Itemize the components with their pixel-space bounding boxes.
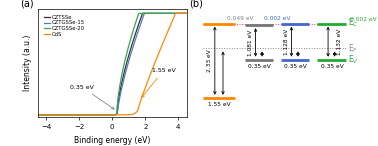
Text: E$_C$: E$_C$ [349,17,359,29]
CZTSSe [46,114,51,116]
Text: 1.55 eV: 1.55 eV [208,102,230,107]
Text: 1.55 eV: 1.55 eV [142,68,175,97]
Text: 1.081 eV: 1.081 eV [248,29,253,55]
CZTGSSe-15 [98,114,102,116]
CZTSSe [56,114,60,116]
Text: 0.35 eV: 0.35 eV [70,85,114,109]
CZTGSSe-15 [46,114,51,116]
CZTGSSe-20 [91,114,95,116]
CdS [98,114,102,116]
CdS [172,16,176,18]
Legend: CZTSSe, CZTGSSe-15, CZTGSSe-20, CdS: CZTSSe, CZTGSSe-15, CZTGSSe-20, CdS [42,12,87,39]
CZTSSe [140,13,145,14]
Text: 1.128 eV: 1.128 eV [284,29,289,55]
CZTGSSe-15 [192,13,197,14]
Text: (a): (a) [20,0,34,9]
CdS [192,13,197,14]
CZTSSe [98,114,102,116]
Line: CdS: CdS [29,13,195,115]
CdS [56,114,60,116]
CZTGSSe-15 [142,13,147,14]
Text: 2.33 eV: 2.33 eV [207,49,212,72]
CZTGSSe-15 [172,13,176,14]
Text: 0.35 eV: 0.35 eV [284,64,307,69]
Text: 0.35 eV: 0.35 eV [248,64,271,69]
CZTSSe [192,13,197,14]
CZTGSSe-20 [46,114,51,116]
Text: E$_V$: E$_V$ [349,53,359,66]
CZTSSe [172,13,176,14]
Y-axis label: Intensity (a.u.): Intensity (a.u.) [23,35,32,91]
Text: -0.002 eV: -0.002 eV [348,17,376,22]
CdS [46,114,51,116]
CZTGSSe-20 [27,114,32,116]
Text: 0.002 eV: 0.002 eV [263,16,290,21]
CZTGSSe-20 [136,13,141,14]
CZTGSSe-15 [91,114,95,116]
CZTGSSe-20 [189,13,194,14]
CZTGSSe-20 [172,13,176,14]
CZTSSe [27,114,32,116]
Text: 1.132 eV: 1.132 eV [337,28,342,55]
Text: 0.049 eV: 0.049 eV [227,16,253,21]
Line: CZTSSe: CZTSSe [29,13,195,115]
Text: E$_F$: E$_F$ [349,42,358,55]
CdS [27,114,32,116]
CdS [189,13,194,14]
CZTGSSe-20 [98,114,102,116]
Line: CZTGSSe-15: CZTGSSe-15 [29,13,195,115]
X-axis label: Binding energy (eV): Binding energy (eV) [74,136,150,145]
CZTSSe [189,13,194,14]
CZTGSSe-15 [56,114,60,116]
CZTGSSe-15 [27,114,32,116]
CZTSSe [91,114,95,116]
CdS [173,13,178,14]
Line: CZTGSSe-20: CZTGSSe-20 [29,13,195,115]
CdS [91,114,95,116]
CZTGSSe-15 [189,13,194,14]
CZTGSSe-20 [192,13,197,14]
Text: (b): (b) [189,0,203,9]
CZTGSSe-20 [56,114,60,116]
Text: 0.35 eV: 0.35 eV [321,64,344,69]
